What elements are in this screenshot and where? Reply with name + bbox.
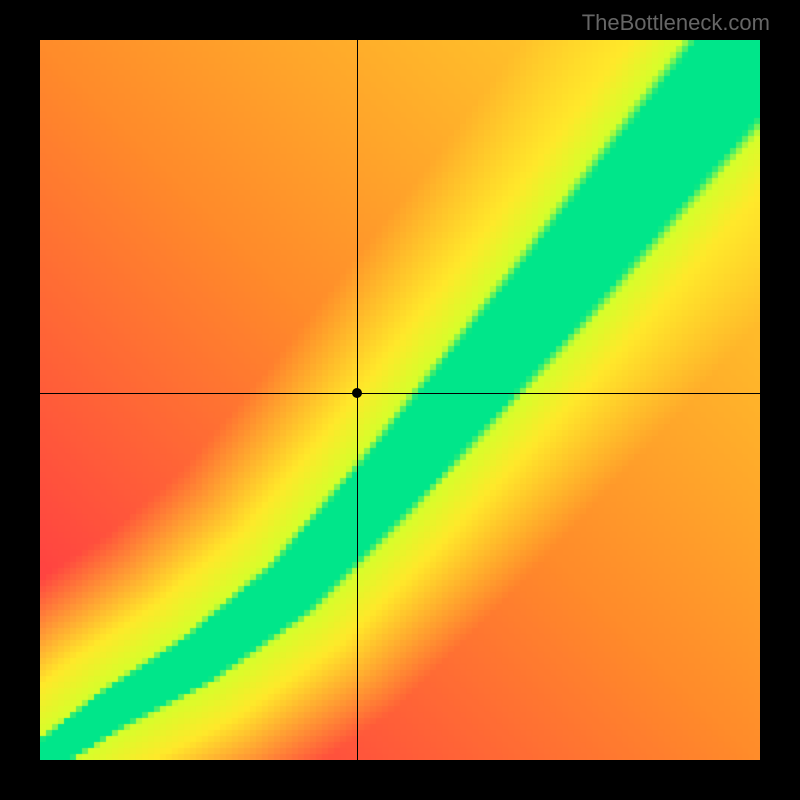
watermark-text: TheBottleneck.com — [582, 10, 770, 36]
marker-dot — [352, 388, 362, 398]
crosshair-vertical — [357, 40, 358, 760]
chart-area — [40, 40, 760, 760]
heatmap-canvas — [40, 40, 760, 760]
chart-container: TheBottleneck.com — [0, 0, 800, 800]
crosshair-horizontal — [40, 393, 760, 394]
